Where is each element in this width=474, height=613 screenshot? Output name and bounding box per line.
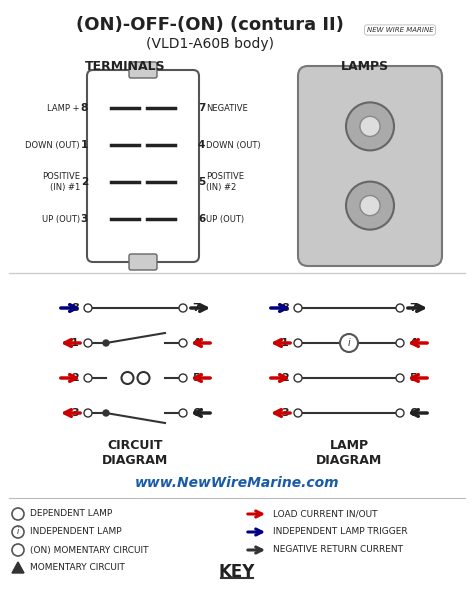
Circle shape (179, 304, 187, 312)
Text: 4: 4 (198, 140, 205, 150)
Circle shape (396, 304, 404, 312)
Text: 2: 2 (281, 373, 289, 383)
Circle shape (340, 334, 358, 352)
Circle shape (12, 508, 24, 520)
Text: 8: 8 (71, 303, 79, 313)
Circle shape (360, 196, 380, 216)
Text: i: i (17, 528, 19, 536)
Text: 6: 6 (198, 214, 205, 224)
Circle shape (179, 409, 187, 417)
Text: 5: 5 (198, 177, 205, 187)
Text: 7: 7 (192, 303, 200, 313)
Text: 8: 8 (81, 103, 88, 113)
Circle shape (396, 409, 404, 417)
Circle shape (360, 116, 380, 137)
Text: 6: 6 (409, 408, 417, 418)
Text: POSITIVE
(IN) #1: POSITIVE (IN) #1 (42, 172, 80, 192)
Text: LOAD CURRENT IN/OUT: LOAD CURRENT IN/OUT (273, 509, 377, 519)
Text: DEPENDENT LAMP: DEPENDENT LAMP (30, 509, 112, 519)
Text: 1: 1 (71, 338, 79, 348)
Circle shape (294, 374, 302, 382)
Text: POSITIVE
(IN) #2: POSITIVE (IN) #2 (206, 172, 244, 192)
Text: 2: 2 (71, 373, 79, 383)
Text: 2: 2 (81, 177, 88, 187)
Polygon shape (12, 562, 24, 573)
Text: 1: 1 (281, 338, 289, 348)
Circle shape (294, 409, 302, 417)
Text: INDEPENDENT LAMP TRIGGER: INDEPENDENT LAMP TRIGGER (273, 528, 408, 536)
Text: 6: 6 (192, 408, 200, 418)
Text: 5: 5 (409, 373, 417, 383)
Circle shape (396, 339, 404, 347)
Text: (ON) MOMENTARY CIRCUIT: (ON) MOMENTARY CIRCUIT (30, 546, 148, 555)
Text: UP (OUT): UP (OUT) (42, 215, 80, 224)
Circle shape (12, 526, 24, 538)
Circle shape (179, 339, 187, 347)
Text: i: i (347, 338, 350, 348)
Text: INDEPENDENT LAMP: INDEPENDENT LAMP (30, 528, 122, 536)
Circle shape (12, 544, 24, 556)
Text: UP (OUT): UP (OUT) (206, 215, 244, 224)
Text: 5: 5 (192, 373, 200, 383)
Text: (VLD1-A60B body): (VLD1-A60B body) (146, 37, 274, 51)
Text: TERMINALS: TERMINALS (85, 59, 165, 72)
Circle shape (346, 102, 394, 150)
Circle shape (103, 340, 109, 346)
FancyBboxPatch shape (129, 62, 157, 78)
Circle shape (179, 374, 187, 382)
Circle shape (84, 409, 92, 417)
Text: LAMP
DIAGRAM: LAMP DIAGRAM (316, 439, 382, 467)
Text: 8: 8 (281, 303, 289, 313)
Text: 7: 7 (409, 303, 417, 313)
FancyBboxPatch shape (129, 254, 157, 270)
Text: www.NewWireMarine.com: www.NewWireMarine.com (135, 476, 339, 490)
FancyBboxPatch shape (298, 66, 442, 266)
Circle shape (396, 374, 404, 382)
Text: CIRCUIT
DIAGRAM: CIRCUIT DIAGRAM (102, 439, 169, 467)
Text: 4: 4 (409, 338, 417, 348)
Circle shape (84, 304, 92, 312)
Circle shape (294, 339, 302, 347)
Text: 4: 4 (192, 338, 200, 348)
Text: 3: 3 (81, 214, 88, 224)
Circle shape (84, 339, 92, 347)
Text: (ON)-OFF-(ON) (contura II): (ON)-OFF-(ON) (contura II) (76, 16, 344, 34)
Text: 3: 3 (71, 408, 79, 418)
Circle shape (346, 181, 394, 230)
Text: DOWN (OUT): DOWN (OUT) (26, 140, 80, 150)
Text: KEY: KEY (219, 563, 255, 581)
Text: DOWN (OUT): DOWN (OUT) (206, 140, 261, 150)
Text: LAMPS: LAMPS (341, 59, 389, 72)
FancyBboxPatch shape (87, 70, 199, 262)
Text: MOMENTARY CIRCUIT: MOMENTARY CIRCUIT (30, 563, 125, 573)
Text: LAMP +: LAMP + (47, 104, 80, 113)
Text: 3: 3 (281, 408, 289, 418)
Circle shape (84, 374, 92, 382)
Text: 7: 7 (198, 103, 205, 113)
Text: NEGATIVE: NEGATIVE (206, 104, 248, 113)
Text: NEW WIRE MARINE: NEW WIRE MARINE (367, 27, 433, 33)
Text: 1: 1 (81, 140, 88, 150)
Text: NEGATIVE RETURN CURRENT: NEGATIVE RETURN CURRENT (273, 546, 403, 555)
Circle shape (103, 410, 109, 416)
Circle shape (294, 304, 302, 312)
